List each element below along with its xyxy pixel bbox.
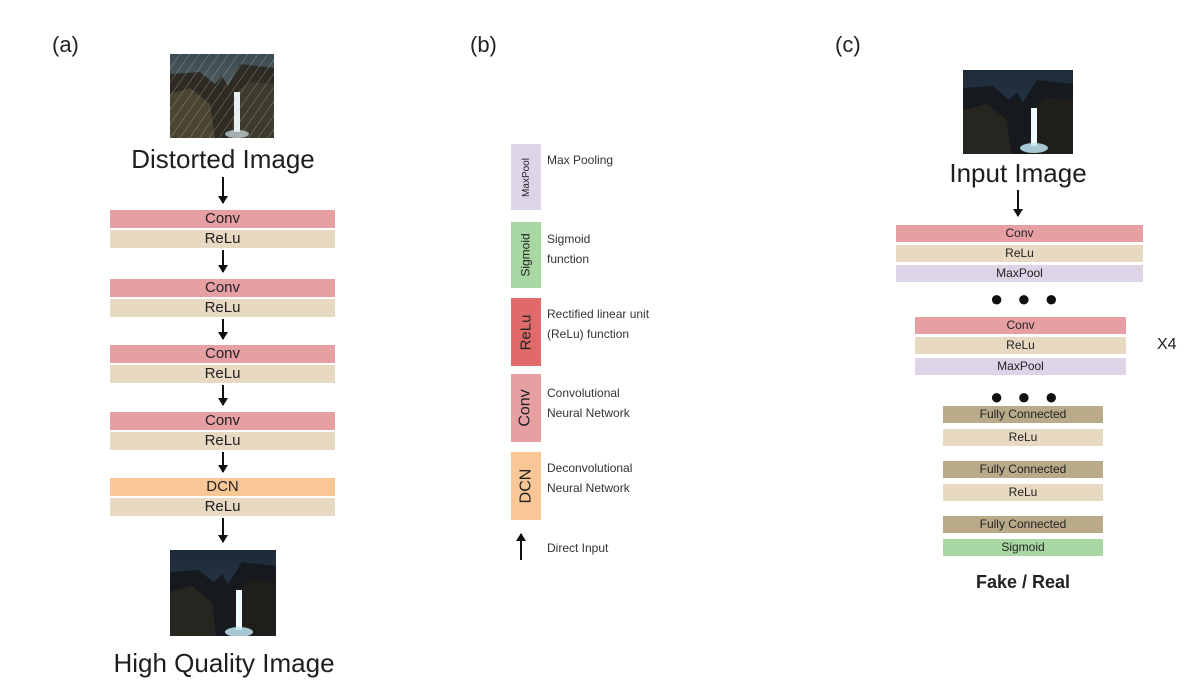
dcn-layer: DCN — [110, 478, 335, 496]
legend-text-sigmoid: Sigmoid function — [547, 232, 591, 266]
fully-connected-layer-3: Fully Connected — [943, 516, 1103, 533]
relu-layer-c4: ReLu — [943, 484, 1103, 501]
flow-arrow — [218, 250, 228, 273]
maxpool-layer-c1: MaxPool — [896, 265, 1143, 282]
conv-layer-4: Conv — [110, 412, 335, 430]
input-image-title: Input Image — [949, 158, 1087, 188]
output-label: Fake / Real — [975, 572, 1071, 592]
conv-layer-c1: Conv — [896, 225, 1143, 242]
legend-text-relu: Rectified linear unit (ReLu) function — [547, 307, 650, 341]
repeat-label: X4 — [1157, 336, 1177, 353]
relu-layer-c3: ReLu — [943, 429, 1103, 446]
ellipsis-dots-icon: ●●● — [990, 384, 1072, 409]
flow-arrow — [218, 518, 228, 543]
legend-swatch-conv: Conv — [511, 374, 541, 442]
conv-layer-3: Conv — [110, 345, 335, 363]
legend-text-conv: Convolutional Neural Network — [547, 386, 630, 420]
distorted-image-title: Distorted Image — [131, 144, 315, 174]
fully-connected-layer-2: Fully Connected — [943, 461, 1103, 478]
conv-layer-1: Conv — [110, 210, 335, 228]
flow-arrow — [218, 177, 228, 204]
conv-layer-c2: Conv — [915, 317, 1126, 334]
relu-layer-5: ReLu — [110, 498, 335, 516]
flow-arrow — [218, 319, 228, 340]
high-quality-image — [170, 550, 276, 636]
flow-arrow — [218, 452, 228, 473]
relu-layer-3: ReLu — [110, 365, 335, 383]
distorted-image — [170, 54, 274, 138]
relu-layer-4: ReLu — [110, 432, 335, 450]
legend-swatch-sigmoid: Sigmoid — [511, 222, 541, 288]
legend-text-maxpool: Max Pooling — [547, 153, 614, 167]
relu-layer-c1: ReLu — [896, 245, 1143, 262]
relu-layer-2: ReLu — [110, 299, 335, 317]
maxpool-layer-c2: MaxPool — [915, 358, 1126, 375]
legend-swatch-maxpool: MaxPool — [511, 144, 541, 210]
flow-arrow — [1013, 190, 1023, 217]
conv-layer-2: Conv — [110, 279, 335, 297]
legend-swatch-dcn: DCN — [511, 452, 541, 520]
relu-layer-1: ReLu — [110, 230, 335, 248]
flow-arrow — [218, 385, 228, 406]
ellipsis-dots-icon: ●●● — [990, 286, 1072, 311]
legend-text-direct-input: Direct Input — [547, 541, 609, 555]
fully-connected-layer-1: Fully Connected — [943, 406, 1103, 423]
panel-a-label: (a) — [52, 32, 79, 57]
input-image — [963, 70, 1073, 154]
sigmoid-layer: Sigmoid — [943, 539, 1103, 556]
high-quality-image-title: High Quality Image — [113, 648, 335, 678]
panel-c-label: (c) — [835, 32, 861, 57]
direct-input-arrow-icon — [516, 533, 526, 560]
legend-text-dcn: Deconvolutional Neural Network — [547, 461, 633, 495]
panel-b-label: (b) — [470, 32, 497, 57]
legend-swatch-relu: ReLu — [511, 298, 541, 366]
relu-layer-c2: ReLu — [915, 337, 1126, 354]
